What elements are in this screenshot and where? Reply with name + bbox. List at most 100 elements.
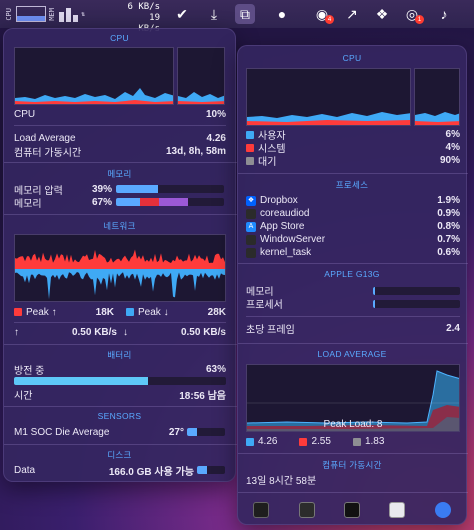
right-cpu-core-graph [414,68,460,126]
process-name: coreaudiod [260,208,310,219]
load-1min-value: 4.26 [258,436,278,447]
battery-level-fill [14,377,148,385]
screen-share-icon[interactable]: ⧉ [235,4,255,24]
cpu-system-value: 4% [445,142,460,153]
mini-arrows-icon: ⇅ [81,9,86,18]
load-average-value: 4.26 [206,132,226,144]
activity-monitor-icon[interactable] [253,502,269,518]
process-row[interactable]: kernel_task 0.6% [246,246,460,259]
battery-level-bar [14,377,226,385]
disk-label: Data [14,464,36,476]
divider [238,343,468,344]
cpu-core-graph [177,47,225,105]
cpu-user-label: 사용자 [258,131,286,142]
download-arrow-icon: ↓ [123,326,128,338]
gpu-memory-label: 메모리 [246,287,274,298]
disk-bar [197,466,225,474]
gpu-memory-bar [373,287,460,295]
network-section-title: 네트워크 [103,221,136,231]
gpu-processor-label: 프로세서 [246,300,283,311]
divider [4,162,237,163]
load-average-label: Load Average [14,132,76,144]
download-icon[interactable]: ⤓ [210,5,218,22]
menubar-monitor-widget[interactable]: CPU MEM ⇅ [5,3,124,25]
gpu-fps-row: 초당 프레임 2.4 [246,322,460,336]
upload-legend-swatch [14,308,22,316]
sensor-bar [187,428,225,436]
cpu-system-row: 시스템 4% [246,141,460,155]
processes-section-title: 프로세스 [335,180,369,190]
dropbox-icon[interactable]: ❖ [375,5,389,22]
gpu-fps-value: 2.4 [446,323,460,334]
cpu-graph-svg [15,88,173,104]
divider [4,406,237,407]
peak-down-value: 28K [207,306,226,318]
disk-value: 166.0 GB 사용 가능 [108,466,194,478]
disk-utility-icon[interactable] [299,502,315,518]
left-monitor-panel: CPU CPU 10% Load Average 4.26 컴퓨터 가동시간 1… [3,28,237,482]
mini-memory-bars [59,6,78,22]
cpu-section-title: CPU [110,33,129,43]
process-row[interactable]: WindowServer 0.7% [246,233,460,246]
mini-cpu-label: CPU [5,7,13,21]
divider [4,444,237,445]
gpu-section-title: APPLE G13G [324,269,380,279]
gpu-processor-bar [373,300,460,308]
terminal-icon[interactable] [344,502,360,518]
uptime-section-title: 컴퓨터 가동시간 [322,460,382,470]
sensor-label: M1 SOC Die Average [14,426,110,438]
uptime-row: 컴퓨터 가동시간 13d, 8h, 58m [14,144,226,159]
process-row[interactable]: coreaudiod 0.9% [246,207,460,220]
download-rate-value: 0.50 KB/s [180,326,226,338]
process-row[interactable]: A App Store 0.8% [246,220,460,233]
load-average-graph-svg [247,370,459,431]
memory-segment-app [159,198,189,206]
process-row[interactable]: ❖ Dropbox 1.9% [246,194,460,207]
battery-time-value: 18:56 남음 [179,390,226,402]
load-legend-row: 4.26 2.55 1.83 [246,435,460,448]
chat-badge-icon[interactable]: ◎ 1 [402,4,424,24]
sensor-row: M1 SOC Die Average 27° [14,425,184,439]
divider [246,316,460,317]
uptime-value: 13d, 8h, 58m [165,145,226,157]
memory-pressure-label: 메모리 압력 [14,185,63,197]
memory-pressure-fill [116,185,159,193]
memory-segment-compressed [116,198,140,206]
memory-pressure-bar [116,185,224,193]
cpu-user-value: 6% [445,129,460,140]
process-name: WindowServer [260,234,326,245]
memory-usage-value: 67% [91,196,112,208]
notification-badge-icon[interactable]: ◉ 4 [312,4,334,24]
network-graph-svg [15,249,225,300]
hat-icon[interactable]: ● [277,6,287,22]
disk-row: Data 166.0 GB 사용 가능 [14,463,194,478]
memory-pressure-row: 메모리 압력 39% [14,182,112,197]
generic-process-icon [246,208,256,219]
app-store-icon: A [246,221,256,232]
sensors-section-title: SENSORS [97,411,142,421]
memory-section-title: 메모리 [107,169,132,179]
external-link-icon[interactable]: ↗ [346,5,358,22]
process-cpu-value: 0.6% [437,247,460,258]
upload-area [15,249,225,269]
divider [4,214,237,215]
bell-icon[interactable]: ♪ [440,6,448,22]
load-5min-value: 2.55 [311,436,331,447]
process-cpu-value: 0.7% [437,234,460,245]
process-cpu-value: 0.9% [437,208,460,219]
divider [4,344,237,345]
divider [14,125,226,126]
memory-segment-wired [139,198,160,206]
divider [238,453,468,454]
cpu-system-label: 시스템 [258,144,286,155]
process-cpu-value: 1.9% [437,195,460,206]
upload-arrow-icon: ↑ [14,326,19,338]
memory-usage-row: 메모리 67% [14,195,112,210]
checkmark-icon[interactable]: ✔ [176,5,188,22]
sensor-fill [187,428,198,436]
safari-icon[interactable] [435,502,451,518]
system-info-icon[interactable] [389,502,405,518]
gpu-memory-row: 메모리 [246,284,366,298]
cpu-usage-value: 10% [205,108,226,120]
peak-up-value: 18K [95,306,114,318]
